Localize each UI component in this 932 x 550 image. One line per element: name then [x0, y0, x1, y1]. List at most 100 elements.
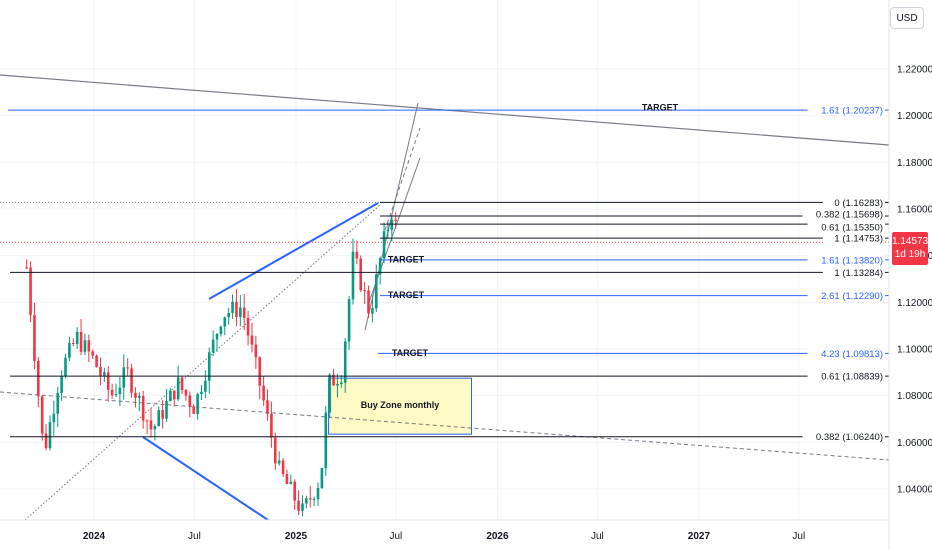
buy-zone-box	[328, 377, 473, 435]
price-tick-label: 1.10000	[897, 345, 932, 356]
candle-body	[130, 368, 133, 393]
price-tick-label: 1.16000	[897, 205, 932, 216]
buy-zone-label: Buy Zone monthly	[361, 400, 440, 410]
bear-candle	[29, 261, 32, 323]
candle-body	[87, 340, 91, 352]
bear-candle	[37, 356, 40, 408]
level-label: 0.382 (1.15698)	[816, 210, 883, 221]
candle-body	[227, 312, 230, 318]
time-tick-label: Jul	[591, 531, 604, 542]
bear-candle	[246, 310, 250, 346]
candle-body	[211, 339, 215, 353]
bull-candle	[122, 354, 126, 400]
bear-candle	[270, 401, 273, 448]
bull-candle	[207, 347, 211, 394]
candle-body	[95, 355, 98, 368]
level-label-bg	[807, 347, 885, 359]
candle-body	[165, 401, 168, 419]
candle-body	[99, 367, 102, 376]
price-axis: 1.040001.060001.080001.100001.120001.140…	[888, 0, 932, 550]
time-tick-label: 2027	[688, 531, 711, 542]
candle-body	[242, 307, 246, 318]
candle-body	[320, 468, 324, 488]
bull-candle	[227, 307, 230, 325]
bear-candle	[87, 334, 91, 363]
bull-candle	[48, 415, 52, 451]
candle-body	[149, 420, 153, 430]
candle-body	[347, 299, 351, 342]
bear-candle	[281, 458, 285, 477]
candle-body	[359, 258, 363, 291]
bull-candle	[68, 336, 71, 362]
level-label: 2.61 (1.12290)	[821, 291, 883, 302]
level-label-bg	[807, 370, 885, 382]
target-annotation: TARGET	[388, 254, 425, 264]
candle-body	[394, 219, 398, 222]
dotted-diagonal	[24, 204, 381, 521]
candle-body	[308, 498, 312, 500]
candle-body	[219, 326, 223, 334]
candle-body	[141, 396, 145, 421]
candle-body	[374, 274, 378, 309]
bull-candle	[153, 424, 157, 441]
candle-body	[161, 410, 164, 419]
price-tick-label: 1.20000	[897, 111, 932, 122]
candle-body	[390, 219, 394, 230]
candle-body	[172, 390, 176, 400]
bear-candle	[44, 424, 48, 451]
bear-candle	[297, 490, 300, 516]
bear-candle	[126, 358, 129, 377]
candle-body	[351, 251, 355, 300]
currency-button[interactable]: USD	[890, 7, 924, 29]
candle-body	[266, 400, 269, 414]
candle-body	[382, 231, 386, 259]
bear-candle	[33, 302, 36, 370]
level-label: 1 (1.14753)	[834, 234, 883, 245]
price-tick-label: 1.06000	[897, 438, 932, 449]
candle-body	[188, 395, 192, 407]
bear-candle	[99, 357, 102, 385]
candle-body	[371, 308, 374, 314]
bull-candle	[371, 295, 374, 323]
candle-body	[262, 385, 265, 401]
candle-body	[285, 473, 289, 484]
bull-candle	[390, 214, 394, 242]
candle-body	[378, 258, 382, 275]
bull-candle	[114, 383, 118, 398]
bear-candle	[130, 363, 133, 398]
bear-candle	[145, 419, 149, 435]
level-label: 4.23 (1.09813)	[821, 349, 883, 360]
target-annotation: TARGET	[392, 348, 429, 358]
bull-candle	[215, 332, 219, 352]
candle-body	[305, 498, 308, 504]
candle-body	[270, 413, 273, 438]
bull-candle	[52, 400, 56, 436]
bear-candle	[250, 322, 254, 353]
candle-body	[273, 437, 277, 464]
level-label-bg	[807, 221, 885, 233]
bull-candle	[169, 388, 172, 402]
candle-body	[277, 460, 281, 464]
candle-body	[289, 481, 293, 484]
price-tick-label: 1.08000	[897, 391, 932, 402]
candle-body	[235, 301, 238, 317]
bear-candle	[266, 389, 269, 421]
candle-body	[68, 342, 71, 358]
candle-body	[250, 335, 254, 345]
candle-body	[153, 426, 157, 430]
bear-candle	[106, 366, 110, 402]
channel-midline	[384, 127, 421, 231]
price-tick-label: 1.04000	[897, 485, 932, 496]
candle-body	[200, 391, 203, 395]
bear-candle	[359, 255, 363, 293]
candle-body	[145, 420, 149, 422]
bull-candle	[200, 385, 203, 400]
bear-candle	[367, 285, 370, 319]
bull-candle	[219, 325, 223, 337]
candle-body	[60, 376, 63, 394]
bear-candle	[141, 390, 145, 429]
bull-candle	[312, 496, 316, 507]
time-tick-label: Jul	[792, 531, 805, 542]
candle-body	[254, 344, 258, 358]
